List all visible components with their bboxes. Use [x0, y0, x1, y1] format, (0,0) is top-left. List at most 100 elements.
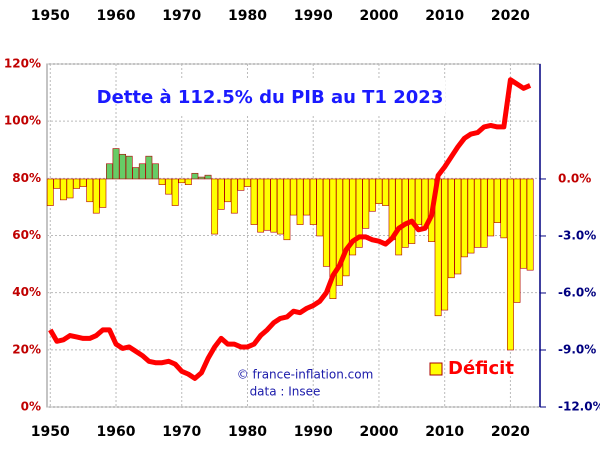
- bar: [178, 178, 186, 184]
- bar: [290, 178, 297, 216]
- y2-tick-label: -3.0%: [558, 228, 596, 242]
- legend-swatch: [429, 362, 443, 376]
- bar: [375, 178, 383, 204]
- chart-title: Dette à 112.5% du PIB au T1 2023: [97, 87, 444, 108]
- y2-tick-label: -6.0%: [558, 285, 596, 299]
- bar: [270, 178, 278, 233]
- bar: [368, 178, 376, 212]
- bar: [158, 178, 166, 185]
- x-tick-label: 1960: [97, 8, 136, 24]
- bar: [53, 178, 61, 189]
- x-tick-label: 2000: [359, 424, 398, 440]
- bar: [395, 178, 403, 256]
- bar: [125, 155, 133, 180]
- bar: [460, 178, 468, 258]
- bar: [309, 178, 317, 225]
- bar: [355, 178, 363, 248]
- x-tick-label: 2000: [359, 8, 398, 24]
- bar: [204, 174, 212, 180]
- bar: [296, 178, 304, 225]
- bar: [520, 178, 527, 269]
- y-tick-label: 40%: [12, 285, 41, 299]
- annotation: © france-inflation.com: [237, 368, 374, 382]
- bar: [487, 178, 495, 237]
- bar: [73, 178, 81, 189]
- bar: [224, 178, 232, 203]
- bar: [86, 178, 94, 203]
- bar: [349, 178, 357, 256]
- bar: [454, 178, 462, 275]
- bar: [60, 178, 67, 201]
- x-tick-label: 1950: [31, 8, 70, 24]
- bar: [342, 178, 350, 277]
- bar: [362, 178, 370, 229]
- bar: [230, 178, 238, 214]
- bar: [414, 178, 422, 225]
- bar: [217, 178, 225, 210]
- annotation: data : Insee: [250, 385, 321, 399]
- bar: [506, 178, 514, 351]
- lines: [48, 77, 532, 381]
- bar: [211, 178, 219, 235]
- bar: [112, 148, 120, 180]
- bar: [263, 178, 271, 231]
- bar: [132, 167, 140, 180]
- y-tick-label: 100%: [4, 114, 41, 128]
- x-tick-label: 1980: [228, 8, 267, 24]
- bar: [257, 178, 265, 233]
- bar: [447, 178, 455, 279]
- bar: [138, 163, 146, 180]
- legend-label: Déficit: [448, 358, 514, 379]
- x-tick-label: 1980: [228, 424, 267, 440]
- y2-tick-label: 0.0%: [558, 171, 591, 185]
- y-tick-label: 20%: [12, 342, 41, 356]
- y-tick-label: 120%: [4, 57, 41, 71]
- y-tick-label: 60%: [12, 228, 41, 242]
- y-tick-label: 0%: [21, 400, 41, 414]
- bar: [500, 178, 508, 239]
- bar: [237, 178, 245, 191]
- x-tick-label: 1950: [31, 424, 70, 440]
- x-tick-label: 1990: [294, 8, 333, 24]
- bar: [401, 178, 409, 248]
- bar: [152, 163, 159, 180]
- bar: [480, 178, 488, 248]
- bar: [79, 178, 87, 187]
- bar: [99, 178, 107, 208]
- x-tick-label: 2020: [491, 424, 530, 440]
- bar: [191, 172, 199, 180]
- y-tick-label: 80%: [12, 171, 41, 185]
- bar: [119, 153, 127, 180]
- title-box: [135, 80, 445, 116]
- bar: [92, 178, 100, 214]
- bar: [513, 178, 521, 303]
- labels: 0% 20% 40% 60% 80% 100% 120% 1950 1950 1960 1960 19…: [4, 8, 600, 440]
- bar: [316, 178, 324, 237]
- bar: [336, 178, 343, 286]
- grid: [47, 63, 546, 408]
- bar: [184, 178, 192, 185]
- bar: [322, 178, 330, 267]
- bar: [283, 178, 291, 241]
- bar: [145, 155, 153, 180]
- bar: [276, 178, 284, 235]
- bar: [408, 178, 416, 244]
- bars: [46, 148, 534, 351]
- y2-tick-label: -12.0%: [558, 400, 600, 414]
- bar: [171, 178, 179, 206]
- bar: [467, 178, 475, 254]
- x-tick-label: 2010: [425, 8, 464, 24]
- x-tick-label: 1990: [294, 424, 333, 440]
- bar: [303, 178, 311, 216]
- bar: [106, 163, 113, 180]
- bar: [66, 178, 74, 199]
- bar: [526, 178, 534, 271]
- bar: [46, 178, 54, 206]
- x-tick-label: 1970: [162, 424, 201, 440]
- x-tick-label: 1970: [162, 8, 201, 24]
- x-tick-label: 2020: [491, 8, 530, 24]
- x-tick-label: 1960: [97, 424, 136, 440]
- bar: [493, 178, 501, 223]
- bar: [244, 178, 251, 187]
